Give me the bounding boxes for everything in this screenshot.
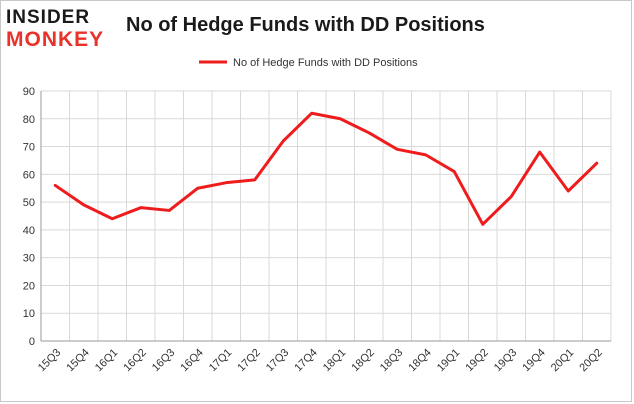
x-tick-label: 19Q3 [492, 347, 520, 375]
x-tick-label: 17Q2 [235, 347, 263, 375]
x-tick-label: 19Q1 [435, 347, 463, 375]
y-tick-label: 20 [23, 280, 35, 292]
legend-label: No of Hedge Funds with DD Positions [233, 57, 418, 69]
y-tick-label: 10 [23, 308, 35, 320]
x-tick-label: 18Q1 [321, 347, 349, 375]
logo-text-insider: INSIDER [6, 7, 91, 28]
x-tick-label: 17Q1 [207, 347, 235, 375]
x-tick-label: 15Q3 [36, 347, 64, 375]
x-tick-label: 20Q1 [549, 347, 577, 375]
insider-monkey-logo: INSIDER MONKEY [6, 6, 116, 52]
x-tick-label: 15Q4 [64, 347, 92, 375]
data-point [538, 150, 541, 154]
y-tick-label: 80 [23, 114, 35, 126]
series-line [53, 111, 599, 226]
logo-text-monkey: MONKEY [6, 28, 105, 51]
data-point [225, 181, 228, 184]
data-point [339, 117, 342, 120]
data-point [367, 131, 370, 134]
y-tick-label: 30 [23, 253, 35, 265]
data-point [481, 223, 484, 226]
y-tick-label: 90 [23, 86, 35, 98]
data-point [510, 195, 513, 198]
x-tick-label: 17Q4 [292, 347, 320, 375]
chart-title: No of Hedge Funds with DD Positions [126, 14, 485, 36]
data-point [310, 112, 313, 115]
data-point [196, 187, 199, 190]
data-point [424, 153, 427, 157]
y-tick-label: 0 [29, 336, 35, 348]
data-point [139, 206, 142, 209]
data-point [54, 184, 57, 187]
x-tick-label: 16Q2 [121, 347, 149, 375]
data-point [453, 170, 456, 173]
x-tick-label: 19Q4 [520, 347, 548, 375]
x-tick-label: 16Q4 [178, 347, 206, 375]
data-point [282, 139, 285, 143]
y-tick-label: 70 [23, 142, 35, 154]
x-tick-label: 16Q3 [150, 347, 178, 375]
data-point [396, 148, 399, 151]
data-point [111, 217, 114, 220]
x-tick-label: 18Q3 [378, 347, 406, 375]
x-tick-label: 17Q3 [264, 347, 292, 375]
y-tick-label: 40 [23, 225, 35, 237]
y-tick-label: 60 [23, 169, 35, 181]
x-tick-label: 16Q1 [93, 347, 121, 375]
x-tick-label: 18Q4 [406, 347, 434, 375]
data-point [567, 189, 570, 193]
x-tick-label: 20Q2 [577, 347, 605, 375]
data-point [82, 203, 85, 207]
x-tick-label: 19Q2 [463, 347, 491, 375]
data-point [595, 162, 598, 165]
x-tick-label: 18Q2 [349, 347, 377, 375]
y-tick-label: 50 [23, 197, 35, 209]
data-point [253, 178, 256, 182]
data-point [168, 209, 171, 212]
